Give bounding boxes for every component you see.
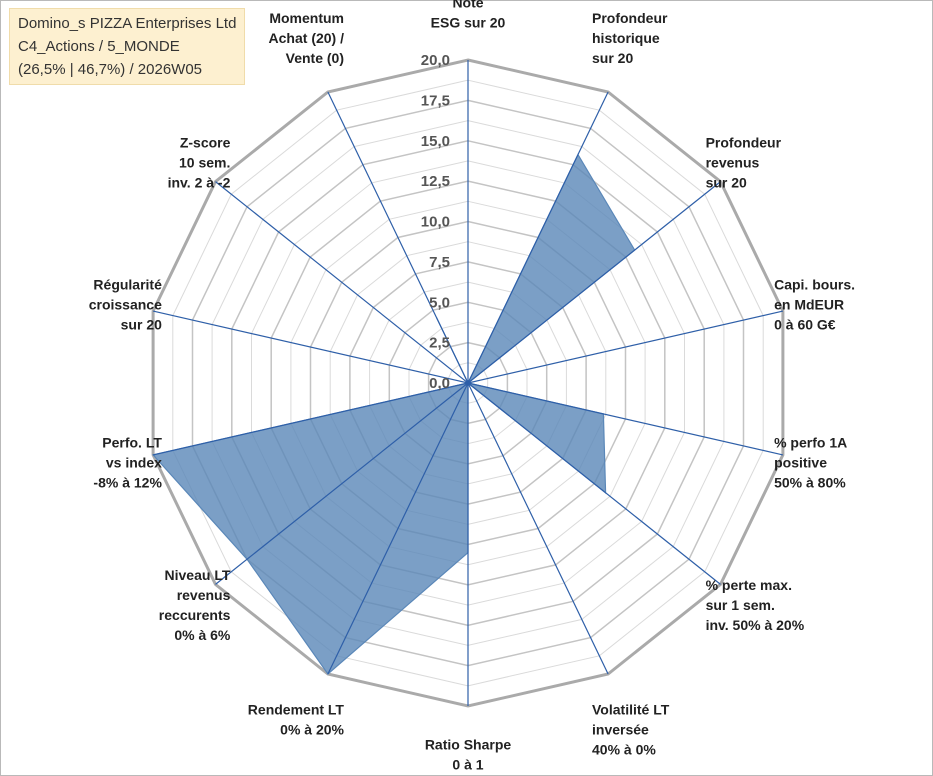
spoke-line	[467, 382, 721, 585]
tick-label: 12,5	[421, 173, 450, 190]
axis-label: Profondeur historique sur 20	[592, 10, 668, 66]
axis-label: Capi. bours. en MdEUR 0 à 60 G€	[774, 277, 855, 333]
spoke-line	[467, 382, 784, 456]
tick-label: 5,0	[429, 294, 450, 311]
axis-label: % perte max. sur 1 sem. inv. 50% à 20%	[706, 577, 805, 633]
spoke-line	[467, 181, 721, 384]
axis-label: Profondeur revenus sur 20	[706, 134, 782, 190]
tick-label: 2,5	[429, 335, 450, 352]
axis-label: Ratio Sharpe 0 à 1	[425, 737, 512, 773]
axis-label: Niveau LT revenus reccurents 0% à 6%	[159, 567, 231, 643]
spoke-line	[152, 382, 469, 456]
chart-title-box: Domino_s PIZZA Enterprises Ltd C4_Actions…	[9, 8, 246, 85]
spoke-line	[467, 382, 609, 675]
tick-label: 10,0	[421, 214, 450, 231]
spoke-line	[327, 382, 469, 675]
axis-label: % perfo 1A positive 50% à 80%	[774, 435, 847, 491]
title-line-company: Domino_s PIZZA Enterprises Ltd	[18, 15, 237, 32]
tick-label: 0,0	[429, 375, 450, 392]
tick-label: 15,0	[421, 133, 450, 150]
axis-label: Momentum Achat (20) / Vente (0)	[269, 10, 345, 66]
spoke-line	[467, 310, 784, 384]
axis-label: Volatilité LT inversée 40% à 0%	[592, 701, 670, 757]
category-labels: Note ESG sur 20 Profondeur historique sur 20…	[89, 0, 855, 773]
spoke-line	[215, 181, 469, 384]
radial-spokes	[152, 60, 784, 706]
axis-label: Régularité croissance sur 20	[89, 277, 162, 333]
title-line-stats: (26,5% | 46,7%) / 2026W05	[18, 61, 202, 78]
spoke-line	[215, 382, 469, 585]
spoke-line	[152, 310, 469, 384]
spoke-line	[467, 91, 609, 384]
spoke-line	[327, 91, 469, 384]
axis-label: Rendement LT 0% à 20%	[248, 701, 345, 737]
tick-labels: 0,0 2,5 5,0 7,5 10,0 12,5 15,0 17,5 20,0	[421, 52, 450, 392]
axis-label: Perfo. LT vs index -8% à 12%	[93, 435, 162, 491]
tick-label: 17,5	[421, 92, 450, 109]
axis-label: Z-score 10 sem. inv. 2 à -2	[168, 134, 231, 190]
tick-label: 20,0	[421, 52, 450, 69]
tick-label: 7,5	[429, 254, 450, 271]
axis-label: Note ESG sur 20	[431, 0, 506, 31]
title-line-portfolio: C4_Actions / 5_MONDE	[18, 38, 180, 55]
